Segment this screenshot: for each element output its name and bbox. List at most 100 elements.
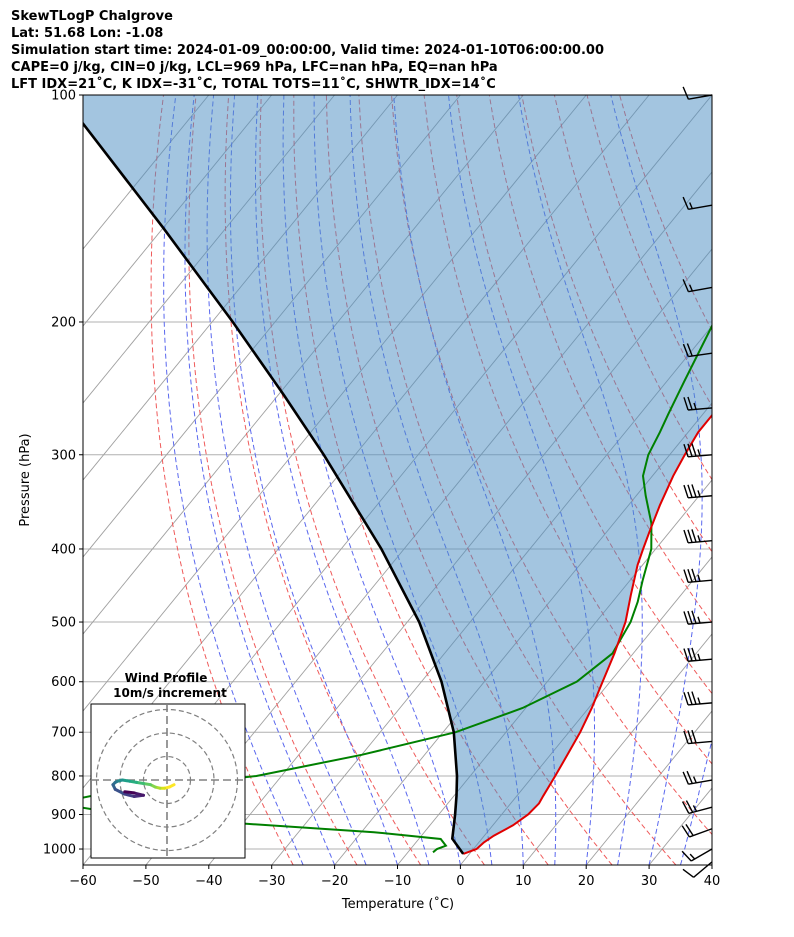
- x-tick-label: 0: [456, 874, 464, 889]
- barb-half-flag: [697, 535, 701, 542]
- wind-barb: [683, 647, 713, 662]
- barb-flag: [685, 800, 694, 813]
- barb-half-flag: [689, 202, 693, 209]
- x-tick-label: −10: [384, 874, 411, 889]
- barb-flag: [691, 443, 697, 457]
- y-tick-label: 600: [51, 675, 76, 690]
- barb-flag: [687, 569, 693, 583]
- temperature-profile: [462, 413, 712, 855]
- barb-half-flag: [697, 574, 701, 582]
- y-tick-label: 500: [51, 616, 76, 631]
- barb-flag: [691, 647, 697, 661]
- barb-flag: [687, 730, 693, 744]
- barb-flag: [681, 850, 692, 862]
- hodograph-trace: [123, 790, 136, 795]
- barb-flag: [687, 529, 693, 543]
- barb-flag: [682, 196, 690, 210]
- wind-barb: [683, 610, 713, 625]
- barb-flag: [683, 484, 689, 499]
- barb-flag: [687, 610, 693, 624]
- barb-flag: [682, 771, 690, 785]
- cape-shading: [83, 95, 712, 854]
- barb-shaft: [693, 861, 713, 878]
- hodograph-subtitle: 10m/s increment: [113, 686, 227, 700]
- barb-flag: [683, 529, 689, 543]
- barb-flag: [686, 343, 693, 357]
- hodograph-trace: [123, 792, 136, 798]
- barb-half-flag: [692, 805, 698, 812]
- dry-adiabat: [259, 95, 485, 865]
- x-tick-label: −60: [69, 874, 96, 889]
- barb-flag: [691, 529, 697, 543]
- moist-adiabat: [255, 95, 430, 865]
- barb-flag: [682, 343, 689, 357]
- barb-flag: [691, 568, 697, 582]
- wind-barb: [683, 484, 713, 499]
- barb-half-flag: [689, 853, 696, 860]
- isotherm: [711, 864, 712, 865]
- wind-barb: [683, 529, 713, 544]
- dry-adiabat: [188, 95, 358, 865]
- barb-flag: [686, 770, 693, 784]
- barb-half-flag: [697, 490, 701, 498]
- y-axis-label: Pressure (hPa): [18, 433, 33, 526]
- y-tick-label: 100: [51, 89, 76, 104]
- barb-half-flag: [697, 653, 701, 661]
- title-line: CAPE=0 j/kg, CIN=0 j/kg, LCL=969 hPa, LF…: [11, 60, 498, 75]
- y-tick-label: 800: [51, 769, 76, 784]
- hodograph-trace: [132, 791, 145, 797]
- isotherm: [585, 710, 712, 865]
- wind-barb: [682, 196, 713, 211]
- hodograph-frame: [90, 703, 246, 859]
- moist-adiabat: [184, 95, 336, 865]
- barb-half-flag: [697, 616, 701, 624]
- y-tick-label: 400: [51, 542, 76, 557]
- hodograph-trace: [113, 787, 127, 796]
- x-tick-label: −50: [132, 874, 159, 889]
- wind-barb: [682, 343, 713, 358]
- barb-flag: [683, 569, 689, 583]
- x-tick-label: 30: [641, 874, 658, 889]
- barb-shaft: [688, 806, 713, 815]
- barb-flag: [681, 801, 690, 814]
- wind-barb: [682, 770, 713, 785]
- title-line: SkewTLogP Chalgrove: [11, 9, 173, 24]
- parcel-profile: [83, 121, 465, 855]
- barb-flag: [687, 443, 693, 457]
- barb-flag: [687, 484, 693, 498]
- barb-flag: [691, 484, 697, 498]
- moist-adiabat: [163, 95, 304, 865]
- barb-shaft: [688, 94, 713, 100]
- barb-flag: [691, 610, 697, 624]
- dry-adiabat: [150, 95, 294, 865]
- wind-barb: [681, 848, 713, 862]
- wind-barb: [683, 443, 713, 458]
- dry-adiabat: [224, 95, 422, 865]
- barb-flag: [682, 868, 695, 878]
- chart-title: SkewTLogP Chalgrove Lat: 51.68 Lon: -1.0…: [11, 8, 604, 93]
- barb-half-flag: [692, 776, 697, 784]
- barb-half-flag: [697, 449, 701, 457]
- title-line: Simulation start time: 2024-01-09_00:00:…: [11, 43, 604, 58]
- x-tick-label: 40: [704, 874, 721, 889]
- barb-flag: [687, 396, 693, 410]
- barb-half-flag: [693, 402, 697, 410]
- barb-flag: [687, 647, 693, 662]
- barb-flag: [687, 691, 693, 705]
- moist-adiabat: [229, 95, 398, 865]
- y-tick-label: 200: [51, 315, 76, 330]
- wind-barb: [682, 861, 713, 878]
- barb-flag: [685, 824, 694, 836]
- barb-flag: [691, 729, 697, 744]
- barb-flag: [683, 611, 689, 625]
- y-tick-label: 900: [51, 808, 76, 823]
- barb-flag: [681, 825, 691, 838]
- y-tick-label: 700: [51, 726, 76, 741]
- x-axis-label: Temperature (˚C): [341, 896, 454, 912]
- barb-half-flag: [697, 697, 701, 705]
- wind-barb: [683, 729, 713, 745]
- isotherm: [522, 633, 712, 865]
- hodograph-plot: [91, 704, 245, 858]
- barb-flag: [683, 397, 689, 411]
